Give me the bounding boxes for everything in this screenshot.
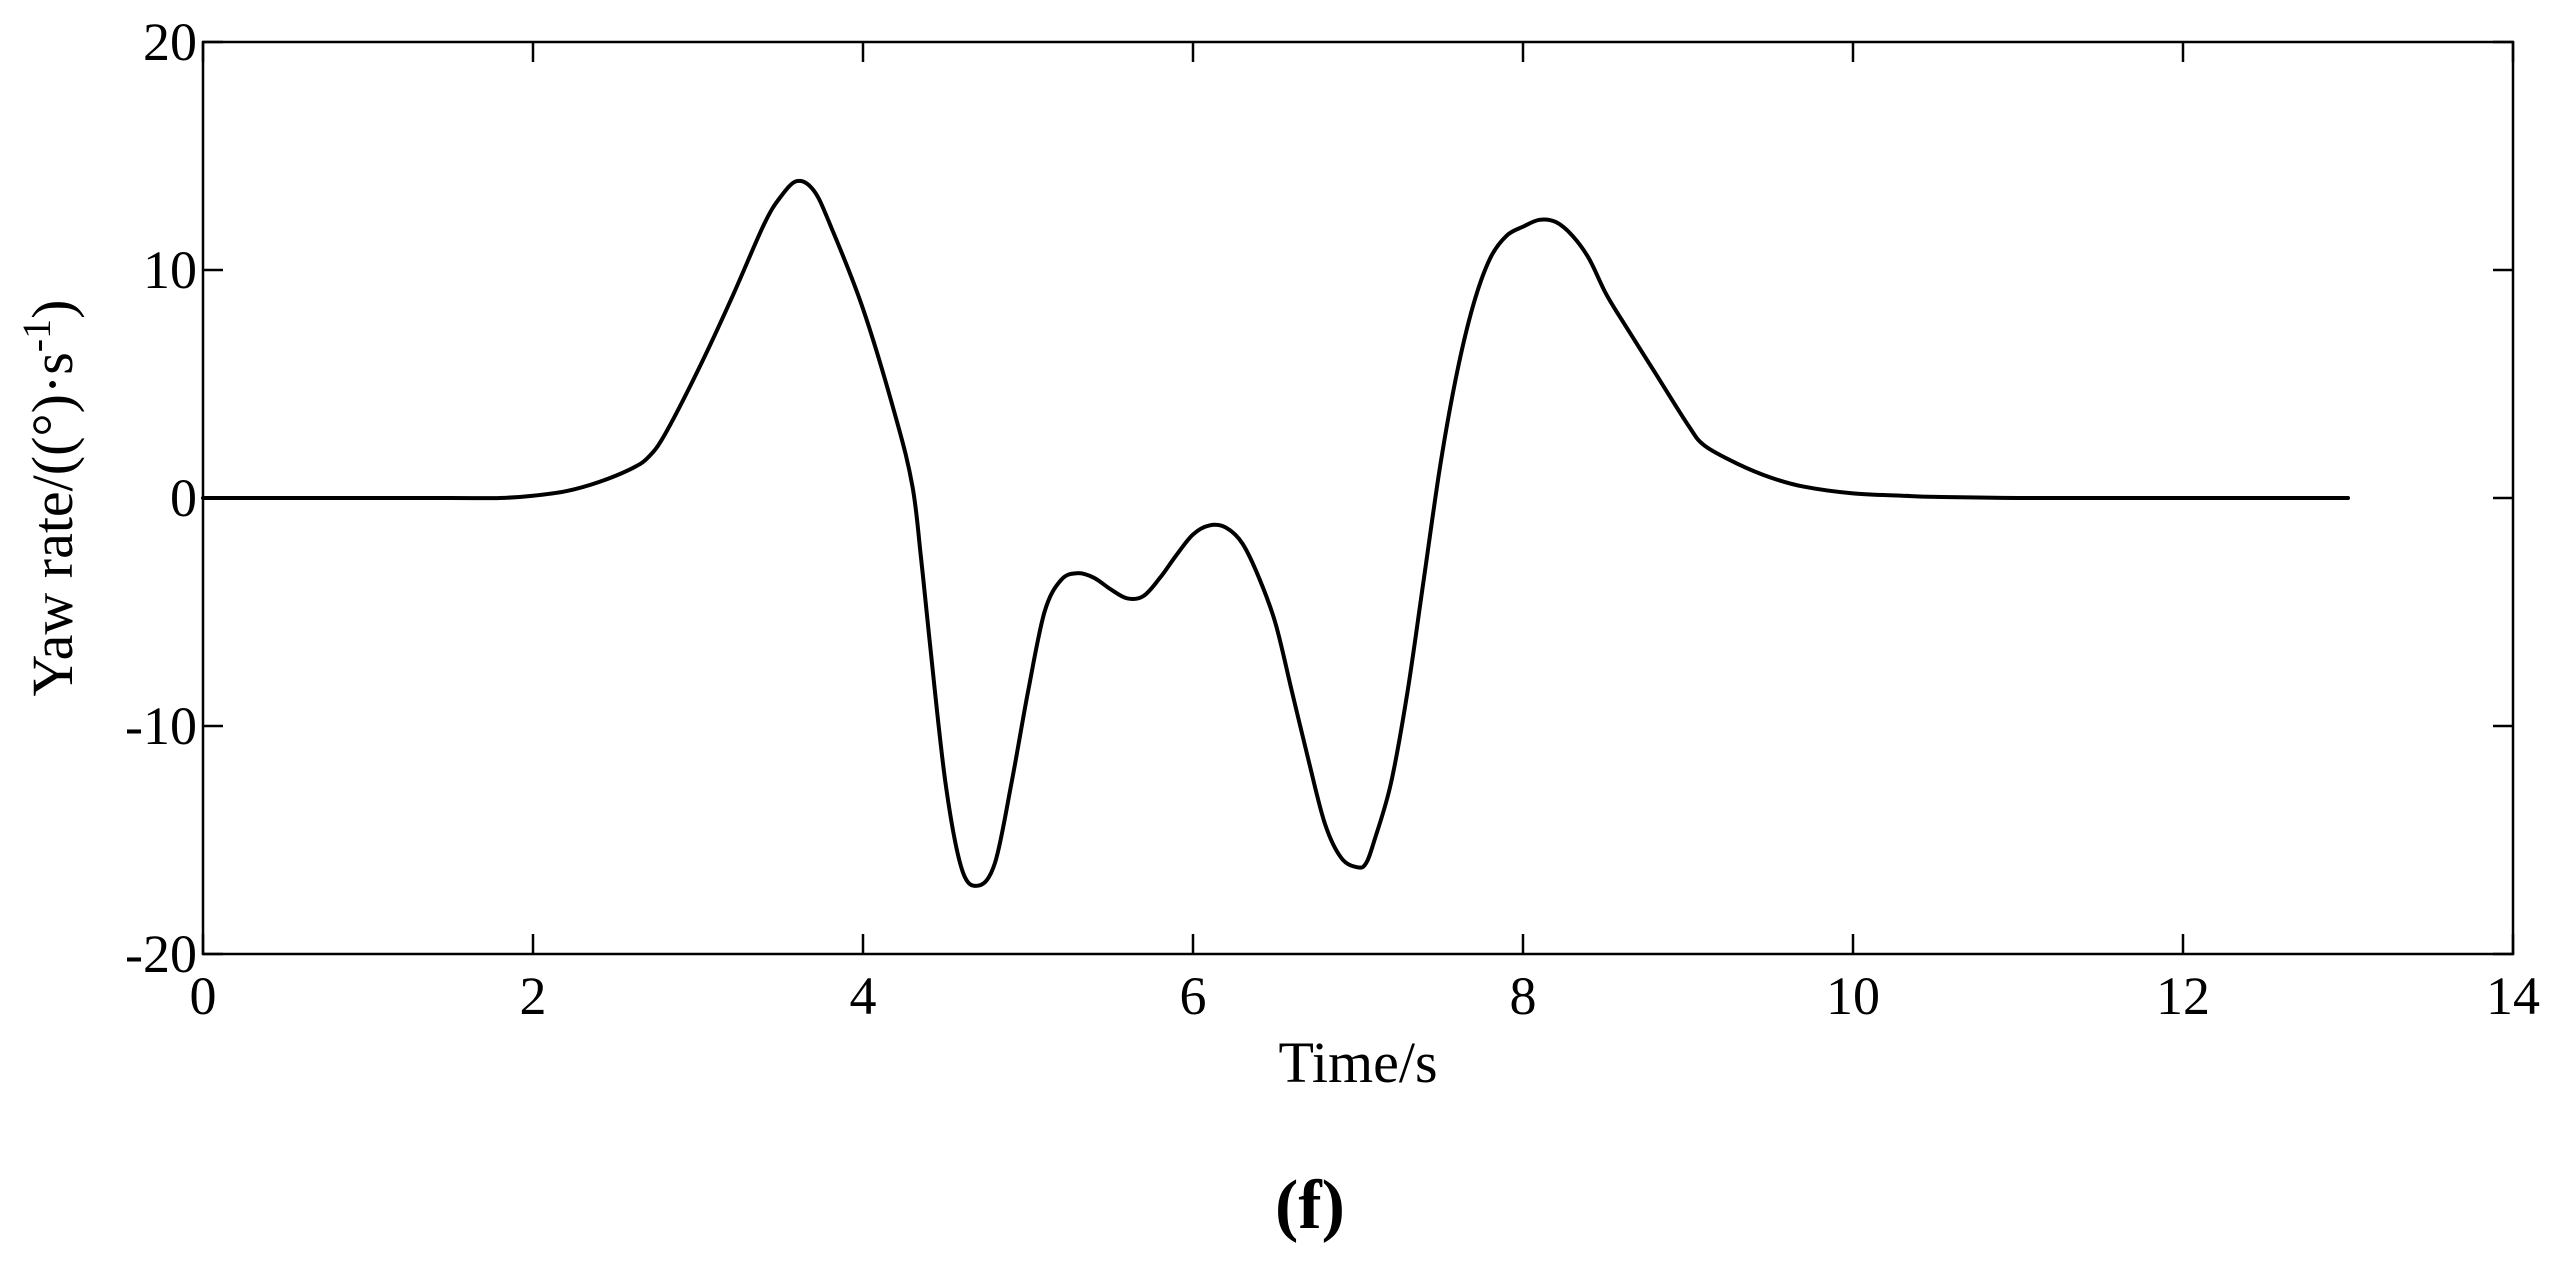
x-axis-title: Time/s xyxy=(1278,1030,1437,1095)
y-axis-title: Yaw rate/((°)·s-1) xyxy=(14,300,85,697)
x-tick-label: 0 xyxy=(190,966,217,1026)
y-tick-label: 20 xyxy=(143,12,197,72)
axis-tick-labels: 0 2 4 6 8 10 12 14 -20 -10 0 10 20 xyxy=(125,12,2540,1026)
x-tick-label: 8 xyxy=(1510,966,1537,1026)
y-axis-title-superscript: -1 xyxy=(14,319,59,352)
x-tick-label: 2 xyxy=(520,966,547,1026)
x-tick-label: 14 xyxy=(2486,966,2540,1026)
series-line xyxy=(201,178,2350,888)
y-tick-label: 0 xyxy=(170,468,197,528)
y-axis-title-close: ) xyxy=(20,300,85,319)
x-tick-label: 12 xyxy=(2156,966,2210,1026)
x-tick-label: 4 xyxy=(850,966,877,1026)
y-tick-label: -10 xyxy=(125,696,197,756)
x-tick-label: 10 xyxy=(1826,966,1880,1026)
y-tick-label: 10 xyxy=(143,240,197,300)
y-axis-title-base: Yaw rate/((°)·s xyxy=(20,352,85,696)
y-tick-label: -20 xyxy=(125,924,197,984)
panel-label: (f) xyxy=(1275,1167,1345,1244)
x-tick-label: 6 xyxy=(1180,966,1207,1026)
